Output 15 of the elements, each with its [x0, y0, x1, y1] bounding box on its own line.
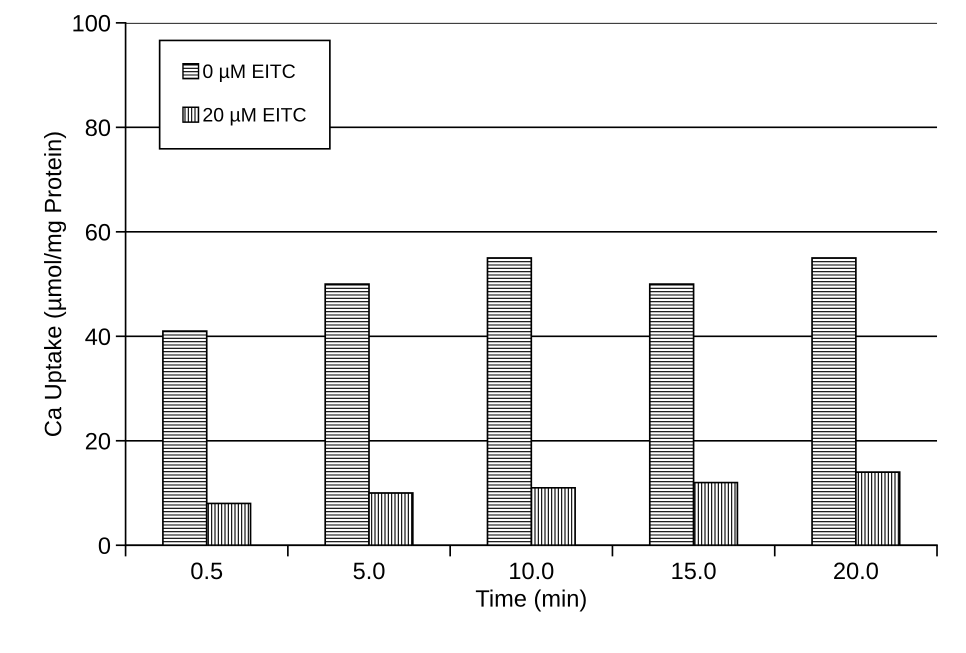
- legend-label: 20 µM EITC: [203, 108, 306, 126]
- y-tick-label: 80: [86, 119, 110, 136]
- y-tick-label: 20: [86, 432, 110, 450]
- x-tick-label: 15.0: [672, 562, 716, 580]
- legend-label: 0 µM EITC: [203, 64, 295, 82]
- x-tick-label: 0.5: [191, 562, 222, 580]
- y-tick-label: 0: [98, 537, 110, 554]
- x-tick-label: 5.0: [354, 562, 384, 580]
- y-axis-title: Ca Uptake (µmol/mg Protein): [44, 132, 66, 436]
- x-axis-title: Time (min): [476, 589, 586, 612]
- y-tick-label: 60: [86, 224, 110, 241]
- y-tick-label: 40: [85, 328, 110, 346]
- x-tick-label: 20.0: [834, 562, 878, 580]
- y-tick-label: 100: [73, 14, 110, 32]
- x-tick-label: 10.0: [510, 562, 554, 580]
